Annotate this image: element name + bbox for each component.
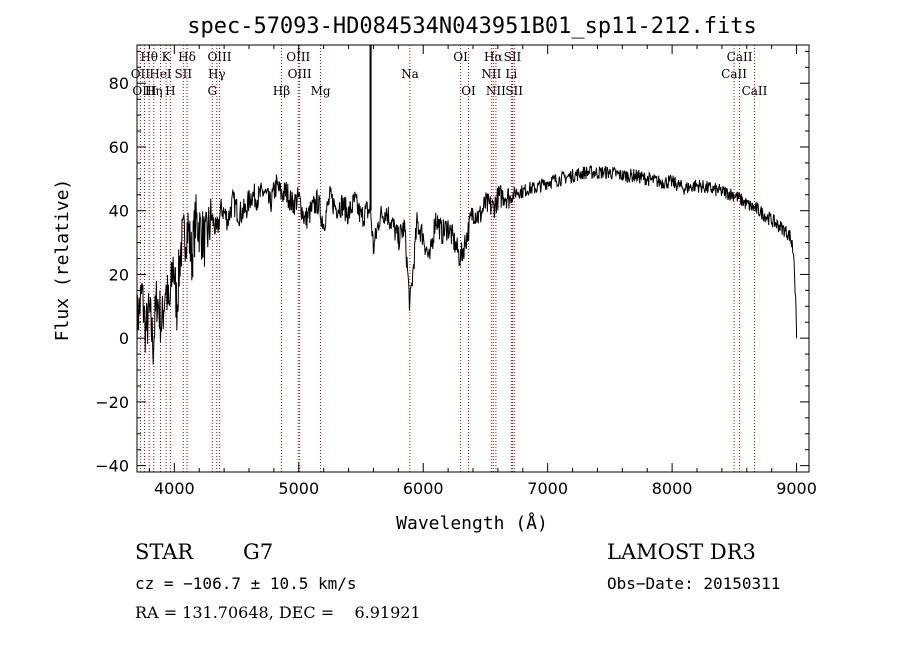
line-marker-label-22: SII	[504, 50, 522, 64]
line-marker-label-11: G	[207, 84, 217, 98]
y-axis-label: Flux (relative)	[52, 179, 73, 342]
y-tick-label-1: −20	[95, 393, 129, 412]
line-marker-label-12: Hβ	[273, 84, 290, 98]
spectrum-series	[136, 45, 798, 365]
line-marker-label-5: HeI	[149, 67, 172, 81]
x-tick-label-5: 9000	[776, 479, 817, 498]
line-marker-label-6: H	[165, 84, 175, 98]
x-tick-label-1: 5000	[278, 479, 319, 498]
line-marker-label-10: Hγ	[208, 67, 226, 81]
line-marker-label-15: Mg	[311, 84, 331, 98]
line-marker-label-25: CaII	[727, 50, 753, 64]
line-markers	[139, 45, 755, 472]
line-marker-label-17: OI	[453, 50, 468, 64]
line-marker-label-1: OII	[131, 67, 151, 81]
y-tick-label-3: 20	[109, 265, 129, 284]
line-marker-label-8: Hδ	[178, 50, 196, 64]
line-marker-label-14: OIII	[288, 67, 312, 81]
y-tick-label-4: 40	[109, 202, 129, 221]
line-marker-label-19: Hα	[484, 50, 503, 64]
line-marker-label-27: CaII	[742, 84, 768, 98]
observation-date: Obs−Date: 20150311	[607, 574, 781, 593]
spectrum-line	[136, 164, 798, 365]
line-marker-label-3: Hη	[145, 84, 163, 98]
line-marker-label-16: Na	[401, 67, 419, 81]
line-marker-label-2: OIII	[132, 84, 156, 98]
object-subclass: G7	[243, 540, 274, 564]
line-marker-label-0: Hθ	[140, 50, 158, 64]
x-tick-label-3: 7000	[527, 479, 568, 498]
line-marker-label-21: NII	[486, 84, 506, 98]
ra-dec-coordinates: RA = 131.70648, DEC = 6.91921	[135, 603, 421, 622]
line-marker-label-9: OIII	[207, 50, 231, 64]
plot-frame	[136, 44, 810, 473]
line-marker-label-20: NII	[481, 67, 501, 81]
x-tick-label-4: 8000	[652, 479, 693, 498]
line-marker-label-13: OIII	[286, 50, 310, 64]
redshift-cz: cz = −106.7 ± 10.5 km/s	[135, 574, 357, 593]
line-marker-label-7: SII	[174, 67, 192, 81]
line-marker-label-18: OI	[461, 84, 476, 98]
y-tick-label-2: 0	[119, 329, 129, 348]
line-marker-label-26: CaII	[721, 67, 747, 81]
axis-ticks: 4000 5000 6000 7000 8000 9000 −40 −20 0 20 40 60 80	[95, 45, 817, 498]
line-marker-label-4: K	[162, 50, 172, 64]
chart-title: spec-57093-HD084534N043951B01_sp11-212.f…	[187, 14, 757, 39]
x-axis-label: Wavelength (Å)	[396, 512, 548, 534]
survey-name: LAMOST DR3	[607, 540, 756, 564]
y-tick-label-0: −40	[95, 457, 129, 476]
line-marker-label-23: Li	[505, 67, 517, 81]
x-tick-label-0: 4000	[154, 479, 195, 498]
y-tick-label-6: 80	[109, 74, 129, 93]
x-tick-label-2: 6000	[403, 479, 444, 498]
line-marker-label-24: SII	[505, 84, 523, 98]
object-class: STAR	[135, 540, 194, 564]
y-tick-label-5: 60	[109, 138, 129, 157]
